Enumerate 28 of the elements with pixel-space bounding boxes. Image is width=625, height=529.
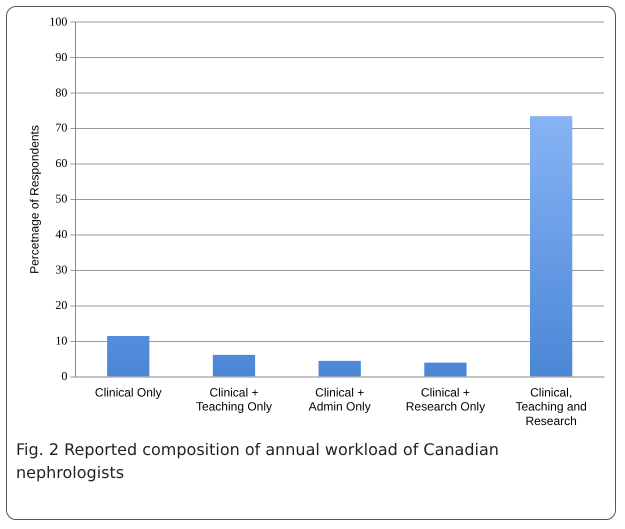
category-label: Clinical, [530,385,572,400]
y-tick-label: 10 [55,333,68,348]
bar [530,116,572,376]
y-tick-label: 60 [55,156,68,170]
bar [318,360,361,376]
y-tick-label: 80 [55,85,68,100]
y-tick-label: 0 [61,368,68,383]
category-label: Clinical + [420,385,470,400]
category-label: Clinical + [315,385,364,400]
category-label: Clinical + [209,385,258,400]
y-tick-label: 90 [55,50,68,64]
bar [424,362,467,376]
category-label: Research Only [406,400,486,414]
category-label: Admin Only [308,400,371,414]
category-label: Research [525,414,577,428]
category-label: Teaching and [515,400,587,414]
caption: Fig. 2 Reported composition of annual workload of Canadian nephrologists [16,439,500,484]
y-tick-label: 40 [55,227,68,242]
y-tick-label: 100 [49,14,68,28]
y-tick-label: 50 [55,192,68,206]
y-tick-label: 30 [55,262,68,277]
category-label: Clinical Only [94,385,162,400]
category-label: Teaching Only [196,400,272,414]
bar [212,354,256,376]
bar [107,336,150,376]
y-tick-label: 20 [55,298,68,312]
y-tick-label: 70 [55,120,68,135]
y-axis-title: Percetnage of Respondents [28,125,42,274]
